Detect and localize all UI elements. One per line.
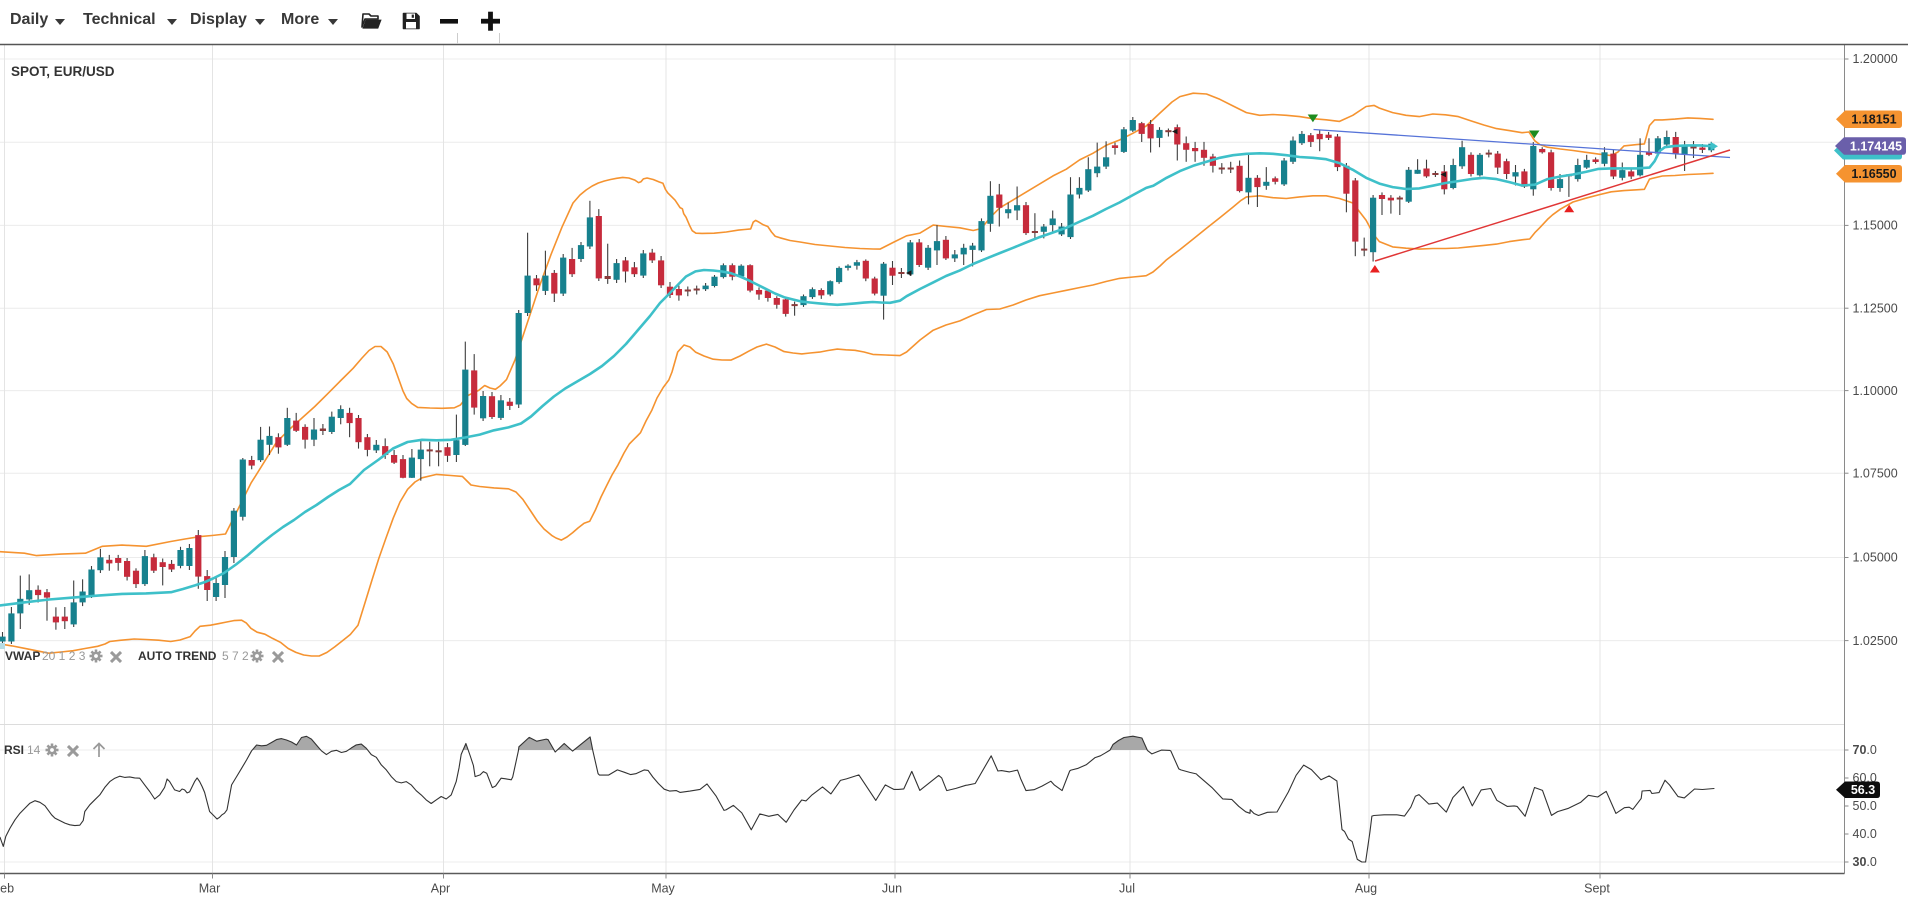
svg-text:Aug: Aug — [1355, 882, 1377, 896]
svg-text:Apr: Apr — [431, 882, 450, 896]
svg-text:50.0: 50.0 — [1853, 799, 1877, 813]
svg-text:Feb: Feb — [0, 882, 14, 896]
svg-text:40.0: 40.0 — [1853, 827, 1877, 841]
svg-text:Jun: Jun — [882, 882, 902, 896]
svg-text:1.20000: 1.20000 — [1853, 52, 1898, 66]
svg-text:1.07500: 1.07500 — [1853, 466, 1898, 480]
svg-text:1.10000: 1.10000 — [1853, 384, 1898, 398]
svg-text:1.05000: 1.05000 — [1853, 551, 1898, 565]
svg-text:Jul: Jul — [1119, 882, 1135, 896]
svg-text:1.18151: 1.18151 — [1851, 113, 1896, 127]
svg-text:1.15000: 1.15000 — [1853, 219, 1898, 233]
svg-text:Mar: Mar — [199, 882, 221, 896]
svg-text:1.02500: 1.02500 — [1853, 634, 1898, 648]
svg-text:1.174145: 1.174145 — [1850, 139, 1902, 153]
svg-text:56.3: 56.3 — [1851, 783, 1875, 797]
svg-text:30.0: 30.0 — [1853, 855, 1877, 869]
svg-text:Sept: Sept — [1584, 882, 1610, 896]
svg-text:70.0: 70.0 — [1853, 743, 1877, 757]
svg-text:May: May — [651, 882, 675, 896]
svg-text:1.16550: 1.16550 — [1851, 167, 1896, 181]
svg-text:1.12500: 1.12500 — [1853, 301, 1898, 315]
